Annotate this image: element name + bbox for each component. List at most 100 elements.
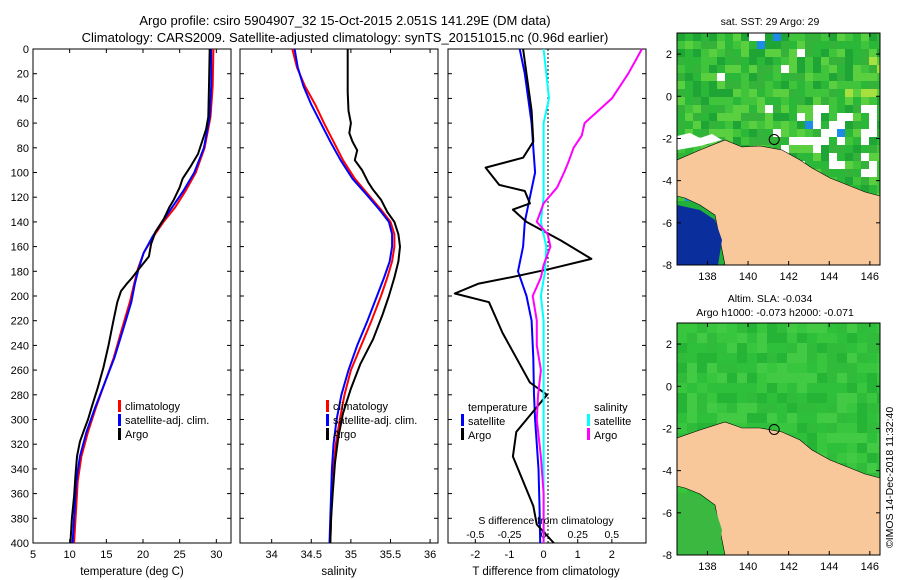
sst-cell [789, 89, 797, 97]
sst-cell [717, 81, 725, 89]
sst-cell [677, 153, 685, 161]
sst-cell [821, 97, 829, 105]
sst-cell [741, 73, 749, 81]
sla-cell [847, 433, 857, 443]
sst-cell [741, 121, 749, 129]
sla-cell [817, 423, 827, 433]
sst-cell [869, 113, 877, 121]
map-x-tick-label: 142 [779, 271, 797, 283]
sst-cell [829, 73, 837, 81]
sla-cell [707, 383, 717, 393]
sla-cell [757, 403, 767, 413]
sst-cell [765, 33, 773, 41]
sla-cell [797, 323, 807, 333]
sla-cell [867, 333, 877, 343]
sst-cell [701, 41, 709, 49]
sst-cell [813, 153, 821, 161]
sla-cell [827, 433, 837, 443]
map-x-tick-label: 138 [698, 271, 716, 283]
sst-cell [701, 113, 709, 121]
sst-cell [877, 113, 880, 121]
sla-cell [837, 393, 847, 403]
sst-cell [861, 33, 869, 41]
sst-cell [805, 161, 813, 169]
map-y-tick-label: 2 [666, 49, 672, 61]
sst-arafura-patch [677, 205, 722, 265]
sla-cell [837, 373, 847, 383]
sst-cell [829, 33, 837, 41]
sst-cell [845, 177, 853, 185]
sst-cell [797, 73, 805, 81]
sst-cell [853, 105, 861, 113]
sst-cell [725, 121, 733, 129]
sla-cell [677, 363, 687, 373]
sst-cell [733, 121, 741, 129]
sla-cell [727, 363, 737, 373]
sst-cell [861, 153, 869, 161]
sla-cell [697, 353, 707, 363]
sst-cell [829, 145, 837, 153]
sla-cell [747, 353, 757, 363]
sla-cell [697, 403, 707, 413]
sst-cell [821, 49, 829, 57]
sla-cell [837, 423, 847, 433]
sst-cell [813, 81, 821, 89]
map-y-tick-label: -2 [662, 133, 672, 145]
depth-tick-label: 40 [17, 93, 29, 105]
sst-cell [869, 65, 877, 73]
sst-cell [693, 33, 701, 41]
sst-cell [765, 113, 773, 121]
sst-cell [877, 97, 880, 105]
sla-cell [747, 373, 757, 383]
sst-cell [861, 177, 869, 185]
sla-cell [737, 333, 747, 343]
sst-cell [741, 137, 749, 145]
sla-cell [807, 403, 817, 413]
sst-cell [717, 65, 725, 73]
sst-land-new-guinea [677, 139, 880, 265]
sst-cell [805, 97, 813, 105]
sst-cell [813, 57, 821, 65]
sla-cell [697, 393, 707, 403]
legend-s-argo-swatch [587, 428, 590, 440]
sst-cell [845, 49, 853, 57]
sst-cell [693, 49, 701, 57]
sst-cell [813, 137, 821, 145]
sst-cell [709, 113, 717, 121]
series-argo [329, 49, 401, 544]
sla-cell [677, 393, 687, 403]
sst-cell [861, 121, 869, 129]
sst-cell [685, 89, 693, 97]
sla-cell [697, 363, 707, 373]
sst-cell [701, 97, 709, 105]
sla-map-subtitle: Argo h1000: -0.073 h2000: -0.071 [696, 307, 854, 319]
series-argo [69, 48, 211, 544]
sla-cell [877, 413, 880, 423]
series-s-argo [531, 48, 643, 543]
sst-cell [709, 41, 717, 49]
sla-cell [867, 343, 877, 353]
sst-cell [781, 49, 789, 57]
sla-cell [717, 333, 727, 343]
sst-cell [877, 57, 880, 65]
depth-tick-label: 400 [11, 538, 29, 550]
s-difference-label: S difference from climatology [478, 515, 614, 527]
sst-cell [821, 81, 829, 89]
sla-cell [837, 333, 847, 343]
sla-cell [687, 413, 697, 423]
sst-cell [757, 65, 765, 73]
sst-cell [725, 97, 733, 105]
sla-cell [817, 393, 827, 403]
sla-cell [727, 343, 737, 353]
sst-cell [861, 97, 869, 105]
sla-cell [867, 463, 877, 473]
sst-cell [725, 65, 733, 73]
sal-legend-argo-swatch [326, 428, 329, 440]
sla-cell [737, 353, 747, 363]
sst-cell [757, 89, 765, 97]
sst-cell [845, 57, 853, 65]
sst-cell [837, 65, 845, 73]
sla-cell [767, 343, 777, 353]
temperature-legend: climatology satellite-adj. clim. Argo [118, 400, 209, 441]
sst-cell [773, 105, 781, 113]
